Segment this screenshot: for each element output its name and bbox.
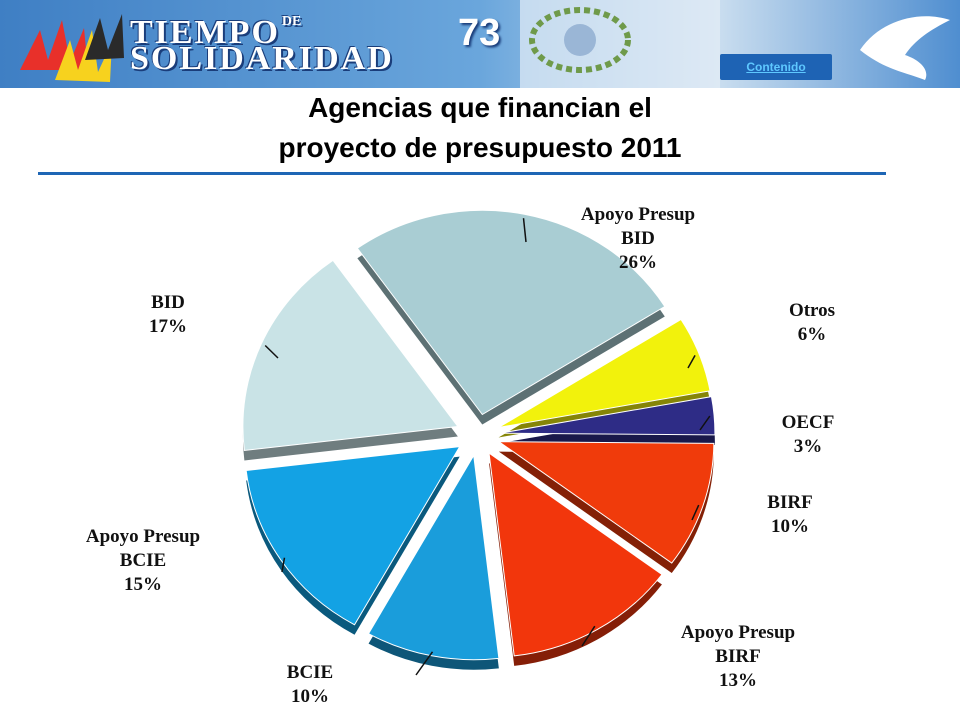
title-divider <box>38 172 886 175</box>
slice-label: Apoyo Presup BCIE 15% <box>86 526 200 595</box>
slice-label: Apoyo Presup BIRF 13% <box>681 622 795 691</box>
slice-percent: 10% <box>771 516 809 537</box>
header-banner: TIEMPO DE SOLIDARIDAD 73 Contenido <box>0 0 960 88</box>
slice-percent: 26% <box>619 252 657 273</box>
leader-lines <box>264 218 711 676</box>
leader-line <box>687 354 696 369</box>
pie-slice <box>499 396 716 436</box>
slice-percent: 13% <box>719 670 757 691</box>
slice-name: Apoyo Presup <box>581 204 695 225</box>
slice-label: BCIE 10% <box>287 662 333 707</box>
slice-label: BIRF 10% <box>767 492 812 537</box>
leader-line <box>264 344 279 359</box>
pie-slice <box>488 452 663 657</box>
logo-text-line1: TIEMPO DE <box>130 14 302 51</box>
slice-percent: 17% <box>149 316 187 337</box>
pie-chart: Apoyo Presup BID 26% Otros 6% OECF 3% BIRF 10% Ap… <box>86 204 835 707</box>
slice-percent: 10% <box>291 686 329 707</box>
slice-name: BID <box>621 228 655 249</box>
pie-slice <box>242 259 459 452</box>
pie-slice <box>245 445 461 626</box>
logo-text-de: DE <box>281 14 302 29</box>
hands-logo-icon <box>20 14 124 82</box>
slice-percent: 15% <box>124 574 162 595</box>
page-title-line2: proyecto de presupuesto 2011 <box>278 132 682 163</box>
slice-name: BCIE <box>120 550 166 571</box>
leader-line <box>691 504 700 521</box>
page-title-line1: Agencias que financian el <box>308 92 652 123</box>
pie-slice <box>497 441 715 564</box>
pie-slice <box>498 318 711 428</box>
leader-line <box>415 651 434 676</box>
slice-name: BCIE <box>287 662 333 683</box>
slide-number: 73 <box>458 12 501 54</box>
leader-line <box>581 625 596 647</box>
banner-background <box>0 0 960 88</box>
slice-label: BID 17% <box>149 292 187 337</box>
slice-percent: 3% <box>794 436 823 457</box>
leader-line <box>281 557 286 573</box>
pie-slice <box>367 453 500 661</box>
slice-name: Apoyo Presup <box>681 622 795 643</box>
slice-label: Otros 6% <box>789 300 835 345</box>
page-title: Agencias que financian el proyecto de pr… <box>0 88 960 168</box>
slice-label: Apoyo Presup BID 26% <box>581 204 695 273</box>
dove-icon <box>860 16 950 80</box>
contenido-link[interactable]: Contenido <box>720 54 832 80</box>
pie-slice <box>356 209 666 416</box>
slice-name: BID <box>151 292 185 313</box>
pie-slices <box>242 209 716 670</box>
slice-labels: Apoyo Presup BID 26% Otros 6% OECF 3% BIRF 10% Ap… <box>86 204 835 707</box>
slice-label: OECF 3% <box>782 412 835 457</box>
coat-of-arms-icon <box>529 7 631 73</box>
leader-line <box>522 218 527 243</box>
slice-name: Apoyo Presup <box>86 526 200 547</box>
logo-text-line2: SOLIDARIDAD <box>130 40 394 77</box>
slice-percent: 6% <box>798 324 827 345</box>
leader-line <box>699 415 711 431</box>
slice-name: Otros <box>789 300 835 321</box>
slice-name: OECF <box>782 412 835 433</box>
slice-name: BIRF <box>767 492 812 513</box>
slice-name: BIRF <box>715 646 760 667</box>
